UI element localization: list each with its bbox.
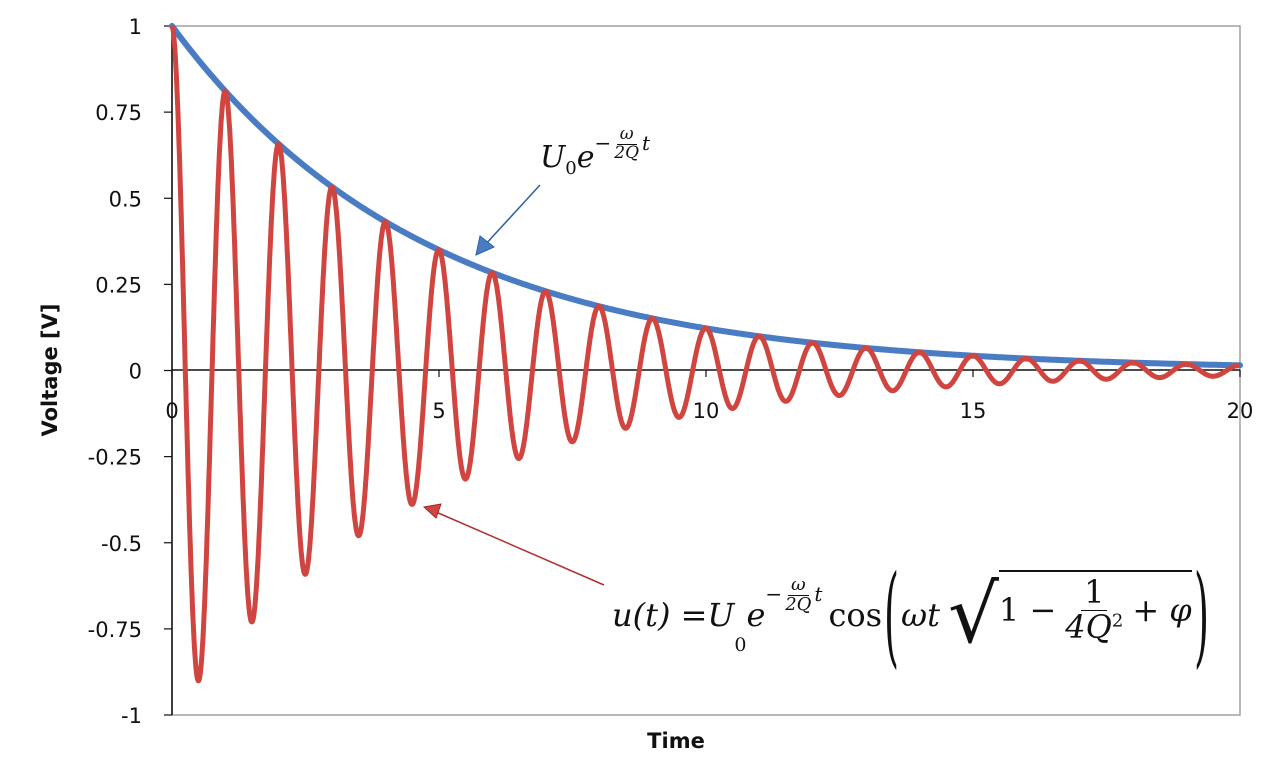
y-tick-label: -1 [121, 704, 142, 728]
signal-arrowhead-icon [422, 503, 442, 519]
signal-arrow [435, 511, 605, 586]
y-axis-title: Voltage [V] [38, 304, 62, 437]
y-tick-label: 0.5 [109, 187, 142, 211]
y-tick-label: -0.75 [88, 618, 142, 642]
y-tick-label: -0.5 [101, 532, 142, 556]
y-tick-label: 1 [129, 15, 142, 39]
y-tick-label: 0.75 [95, 101, 142, 125]
x-tick-label: 15 [960, 399, 987, 423]
y-tick-label: 0 [129, 360, 142, 384]
x-axis-title: Time [647, 729, 705, 753]
x-tick-label: 10 [693, 399, 720, 423]
y-tick-label: -0.25 [88, 446, 142, 470]
envelope-arrow [483, 184, 541, 247]
y-tick-label: 0.25 [95, 273, 142, 297]
y-axis: 1 0.75 0.5 0.25 0 -0.25 -0.5 -0.75 -1 [88, 15, 172, 728]
envelope-equation: U0e− ω 2Q t [540, 124, 651, 179]
envelope-arrowhead-icon [475, 235, 495, 256]
x-axis: 0 5 10 15 20 [165, 370, 1253, 423]
series-signal-line [169, 24, 1242, 684]
x-tick-label: 20 [1227, 399, 1254, 423]
x-tick-label: 5 [432, 399, 445, 423]
